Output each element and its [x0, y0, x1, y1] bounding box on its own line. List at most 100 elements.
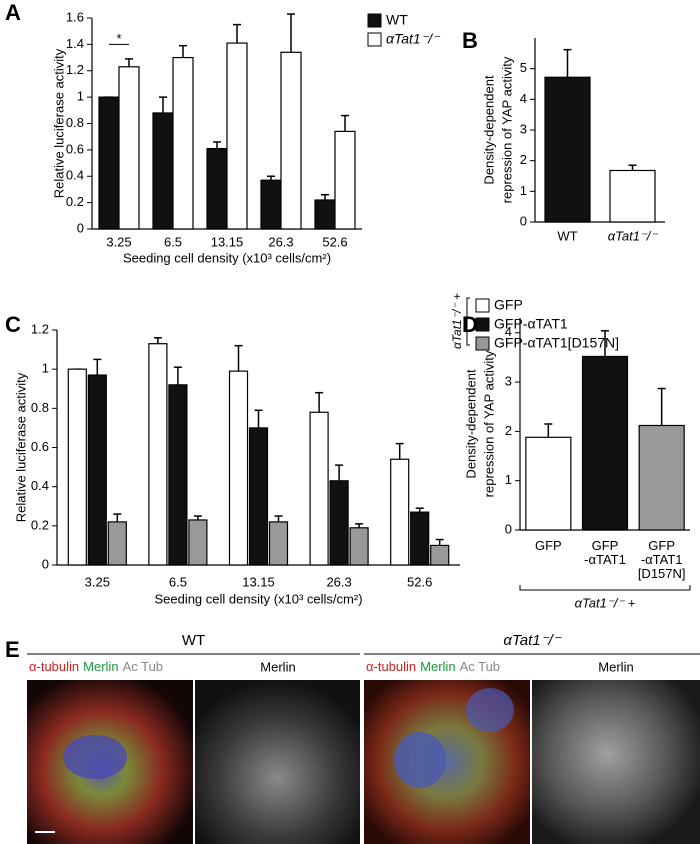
nucleus [394, 732, 446, 788]
bar [280, 51, 302, 230]
stain-label: Merlin [420, 659, 455, 674]
y-tick-label: 0.8 [31, 400, 49, 415]
bar [410, 511, 430, 566]
panel-label: E [5, 637, 20, 662]
x-tick-label: GFP [535, 538, 562, 553]
legend-swatch [367, 13, 382, 28]
y-tick-label: 1 [505, 472, 512, 487]
x-tick-label: 6.5 [164, 234, 182, 249]
bar [248, 427, 269, 566]
bar [544, 76, 591, 223]
y-tick-label: 0 [520, 213, 527, 228]
stain-labels: α-tubulin Merlin Ac Tub [366, 659, 500, 674]
bar [430, 544, 450, 566]
stain-label: Ac Tub [460, 659, 500, 674]
stain-label: α-tubulin [366, 659, 416, 674]
group-label: αTat1⁻/⁻ + [575, 595, 636, 610]
x-tick-label: 3.25 [106, 234, 131, 249]
y-axis-label: Relative luciferase activity [13, 372, 28, 522]
legend-label: αTat1⁻/⁻ [386, 31, 441, 47]
group-title: WT [182, 632, 205, 649]
bar [268, 521, 289, 566]
x-tick-label: 26.3 [268, 234, 293, 249]
y-axis-label: Density-dependent [481, 75, 496, 185]
bar [314, 199, 336, 230]
bar [228, 370, 249, 566]
bar [390, 458, 410, 566]
y-axis-label: repression of YAP activity [499, 56, 514, 203]
y-tick-label: 1 [42, 361, 49, 376]
stain-label: Merlin [260, 659, 295, 674]
y-tick-label: 0 [505, 521, 512, 536]
legend-label: GFP-αTAT1 [494, 316, 568, 332]
y-tick-label: 0.2 [66, 194, 84, 209]
y-tick-label: 0 [42, 556, 49, 571]
y-tick-label: 1.4 [66, 36, 84, 51]
bar [206, 147, 228, 230]
x-axis-label: Seeding cell density (x10³ cells/cm²) [154, 591, 362, 606]
x-tick-line: -αTAT1 [584, 552, 626, 567]
legend-label: GFP-αTAT1[D157N] [494, 335, 619, 351]
nucleus [63, 735, 127, 779]
micrograph [532, 680, 700, 844]
bar [226, 42, 248, 230]
x-tick-label: GFP -αTAT1 [D157N] [638, 538, 686, 581]
bar [188, 519, 208, 566]
x-tick-line: -αTAT1 [641, 552, 683, 567]
x-tick-label: 52.6 [407, 574, 432, 589]
legend-swatch [475, 317, 490, 332]
panel-label: B [462, 28, 478, 53]
y-tick-label: 0.2 [31, 517, 49, 532]
micrograph [195, 680, 360, 844]
y-tick-label: 0.6 [66, 141, 84, 156]
y-tick-label: 0.4 [66, 168, 84, 183]
significance-mark: * [116, 31, 121, 46]
micrographs [27, 680, 700, 844]
y-tick-label: 1.2 [31, 321, 49, 336]
bar [581, 355, 629, 531]
x-tick-label: 6.5 [169, 574, 187, 589]
panel-label: D [462, 312, 478, 337]
y-tick-label: 4 [520, 91, 527, 106]
nucleus [466, 688, 514, 732]
bar [148, 343, 168, 566]
legend-bracket [466, 297, 470, 346]
stain-label: Merlin [83, 659, 118, 674]
group-title: αTat1⁻/⁻ [503, 632, 561, 649]
bar [168, 384, 188, 566]
x-axis-label: Seeding cell density (x10³ cells/cm²) [123, 250, 331, 265]
y-tick-label: 0.8 [66, 115, 84, 130]
y-tick-label: 2 [505, 423, 512, 438]
bar [329, 480, 349, 566]
y-tick-label: 1 [77, 89, 84, 104]
group-label: αTat1⁻/⁻ + [450, 293, 464, 349]
legend-swatch [475, 336, 490, 351]
bar [67, 368, 87, 566]
x-tick-label: WT [557, 228, 577, 243]
y-tick-label: 1 [520, 183, 527, 198]
bar [98, 96, 120, 230]
y-axis-label: Relative luciferase activity [51, 48, 66, 198]
bar [87, 374, 107, 566]
stain-label: α-tubulin [29, 659, 79, 674]
stain-labels: α-tubulin Merlin Ac Tub [29, 659, 163, 674]
y-tick-label: 3 [520, 121, 527, 136]
group-bracket [519, 585, 691, 591]
x-tick-line: GFP [648, 538, 675, 553]
bar [609, 169, 656, 223]
legend-swatch [367, 32, 382, 47]
y-tick-label: 1.2 [66, 62, 84, 77]
x-tick-label: αTat1⁻/⁻ [608, 228, 659, 243]
legend-label: GFP [494, 297, 523, 313]
x-tick-label: 52.6 [322, 234, 347, 249]
bar [638, 424, 685, 531]
x-tick-label: 3.25 [85, 574, 110, 589]
y-tick-label: 0.4 [31, 478, 49, 493]
x-tick-label: 13.15 [242, 574, 275, 589]
x-tick-line: [D157N] [638, 566, 686, 581]
bar [172, 56, 194, 230]
legend-swatch [475, 298, 490, 313]
y-tick-label: 0 [77, 220, 84, 235]
bar [334, 130, 356, 230]
